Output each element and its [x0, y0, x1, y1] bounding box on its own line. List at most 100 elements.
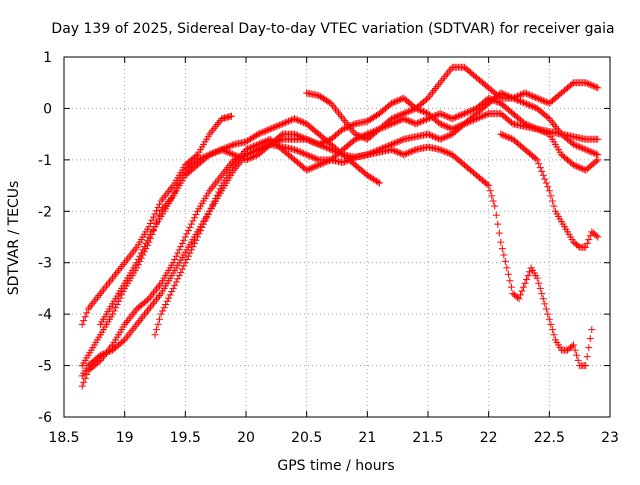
data-point [322, 158, 330, 166]
data-point [80, 317, 88, 325]
data-point [457, 111, 465, 119]
data-point [424, 115, 432, 123]
data-point [433, 134, 441, 142]
data-point [190, 239, 198, 247]
data-point [459, 121, 467, 128]
data-point [163, 189, 171, 197]
data-point [394, 112, 402, 120]
data-point [483, 180, 491, 188]
data-point [388, 99, 396, 107]
data-point [316, 140, 324, 148]
data-point [96, 351, 104, 359]
data-point [140, 243, 148, 251]
data-point [160, 304, 168, 312]
data-point [90, 297, 98, 305]
y-tick-label: -4 [38, 307, 52, 323]
data-point [307, 137, 315, 145]
data-point [265, 136, 273, 144]
data-point [541, 175, 549, 183]
data-point [535, 160, 543, 168]
data-point [166, 291, 174, 299]
data-point [388, 146, 396, 154]
data-point [250, 153, 258, 161]
data-point [213, 191, 221, 199]
data-point [303, 151, 311, 159]
data-point [530, 103, 538, 111]
data-point [153, 285, 161, 293]
data-point [439, 111, 447, 119]
data-point [316, 160, 324, 168]
data-point [106, 278, 113, 286]
data-point [107, 276, 115, 284]
data-point [236, 153, 244, 161]
data-point [583, 239, 591, 247]
data-point [207, 150, 215, 158]
data-point [582, 243, 590, 251]
data-point [109, 274, 117, 282]
data-point [294, 116, 302, 124]
data-point [494, 98, 502, 106]
data-point [154, 320, 162, 328]
data-point [165, 187, 173, 195]
data-point [116, 294, 124, 302]
data-point [550, 331, 558, 339]
data-point [541, 300, 549, 308]
data-point [306, 137, 314, 145]
data-point [101, 284, 109, 292]
data-point [538, 167, 546, 175]
data-point [339, 115, 347, 123]
data-point [591, 149, 599, 157]
data-point [524, 272, 532, 280]
data-point [470, 106, 477, 114]
data-point [177, 268, 185, 276]
data-point [436, 135, 444, 143]
data-point [245, 155, 253, 163]
data-point [571, 162, 579, 170]
data-point [291, 130, 299, 138]
data-point [231, 159, 239, 167]
data-point [154, 293, 162, 301]
data-point [403, 149, 411, 157]
data-point [397, 137, 405, 145]
data-point [172, 278, 180, 286]
data-point [585, 147, 593, 155]
data-point [476, 113, 484, 121]
data-point [585, 344, 593, 352]
data-point [295, 148, 303, 155]
data-point [210, 181, 218, 189]
data-point [438, 121, 446, 128]
data-point [588, 81, 596, 89]
data-point [544, 99, 552, 107]
data-point [582, 79, 590, 87]
data-point [180, 262, 188, 270]
data-point [187, 246, 195, 254]
data-point [430, 86, 438, 94]
data-point [536, 95, 544, 103]
data-point [256, 130, 264, 137]
data-point [392, 139, 400, 146]
data-point [535, 95, 543, 103]
data-point [535, 126, 543, 134]
data-point [583, 353, 591, 361]
data-point [210, 124, 218, 132]
data-point [312, 139, 320, 147]
data-point [149, 299, 157, 307]
plot-frame [63, 56, 611, 418]
data-point [171, 281, 179, 289]
data-point [306, 165, 314, 173]
data-point [192, 236, 200, 244]
data-point [592, 150, 600, 158]
data-point [422, 95, 430, 103]
data-point [468, 117, 476, 125]
data-point [576, 164, 584, 172]
data-point [545, 315, 553, 323]
axis-ticks: 18.5 19 19.5 20 20.5 21 21.5 22 22.5 23 -6 -5 -4 -3 -2… [38, 50, 619, 446]
data-point [295, 117, 303, 125]
data-point [409, 106, 417, 114]
data-point [159, 307, 167, 315]
data-point [465, 118, 473, 126]
data-point [592, 232, 600, 240]
data-point [322, 144, 330, 152]
